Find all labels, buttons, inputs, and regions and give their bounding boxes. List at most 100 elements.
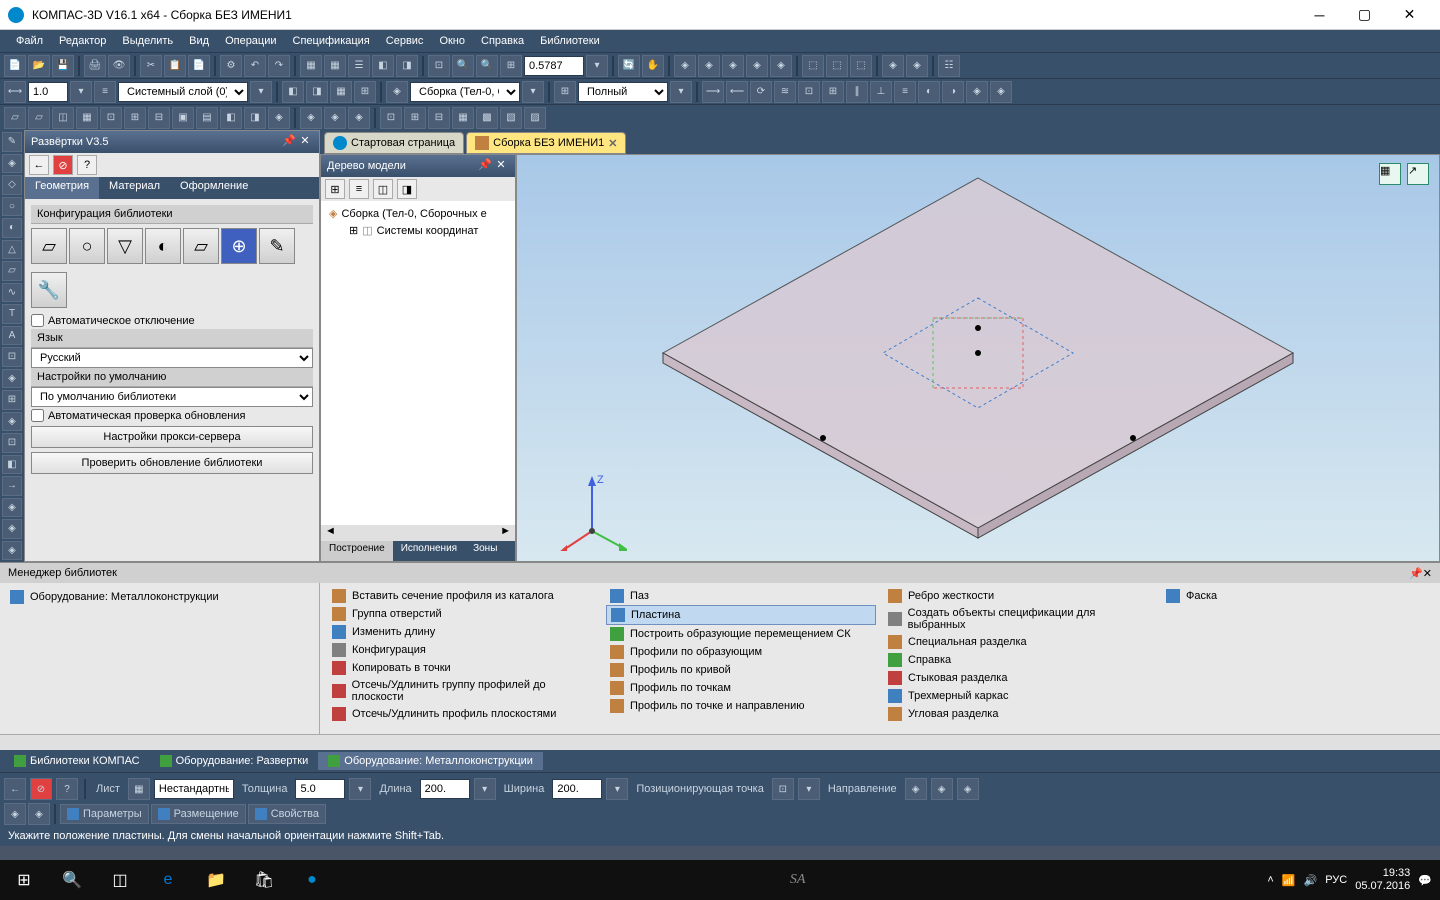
tb2-btn-a8[interactable]: ⊥: [870, 81, 892, 103]
tb3-btn-15[interactable]: ◈: [348, 107, 370, 129]
tb2-btn-a7[interactable]: ∥: [846, 81, 868, 103]
tree-close-button[interactable]: ✕: [493, 158, 509, 174]
tb2-btn-a6[interactable]: ⊞: [822, 81, 844, 103]
tree-btn-1[interactable]: ⊞: [325, 179, 345, 199]
tb3-btn-22[interactable]: ▨: [524, 107, 546, 129]
lm-item[interactable]: Отсечь/Удлинить профиль плоскостями: [328, 705, 598, 723]
tb3-btn-2[interactable]: ▱: [28, 107, 50, 129]
sheet-icon-button[interactable]: ▦: [128, 778, 150, 800]
tb3-btn-11[interactable]: ◨: [244, 107, 266, 129]
thickness-spinner[interactable]: ▾: [349, 778, 371, 800]
tb2-btn-b4[interactable]: ◈: [990, 81, 1012, 103]
tb2-btn-5[interactable]: ◧: [282, 81, 304, 103]
lm-item[interactable]: Ребро жесткости: [884, 587, 1154, 605]
tb2-btn-a5[interactable]: ⊡: [798, 81, 820, 103]
ext-btn-2[interactable]: ⬚: [826, 55, 848, 77]
lm-item[interactable]: Отсечь/Удлинить группу профилей до плоск…: [328, 677, 598, 705]
vtb-btn-16[interactable]: ◧: [2, 455, 22, 475]
lm-item[interactable]: Изменить длину: [328, 623, 598, 641]
vtb-btn-12[interactable]: ◈: [2, 369, 22, 389]
tab-executions[interactable]: Исполнения: [393, 541, 465, 561]
width-input[interactable]: [552, 779, 602, 799]
pos-point-drop[interactable]: ▾: [798, 778, 820, 800]
tb2-btn-2[interactable]: ▾: [70, 81, 92, 103]
tab-geometry[interactable]: Геометрия: [25, 177, 99, 199]
redo-button[interactable]: ↷: [268, 55, 290, 77]
zoom-in-button[interactable]: 🔍: [452, 55, 474, 77]
ext-btn-5[interactable]: ◈: [906, 55, 928, 77]
lib-tab-sweeps[interactable]: Оборудование: Развертки: [150, 752, 319, 770]
vtb-btn-2[interactable]: ◈: [2, 154, 22, 174]
pos-point-button[interactable]: ⊡: [772, 778, 794, 800]
vtb-btn-15[interactable]: ⊡: [2, 433, 22, 453]
tb3-btn-17[interactable]: ⊞: [404, 107, 426, 129]
vtb-btn-7[interactable]: ▱: [2, 261, 22, 281]
pan-button[interactable]: ✋: [642, 55, 664, 77]
vtb-btn-3[interactable]: ◇: [2, 175, 22, 195]
menu-editor[interactable]: Редактор: [51, 32, 114, 50]
tb2-btn-3[interactable]: ≡: [94, 81, 116, 103]
maximize-button[interactable]: ▢: [1342, 0, 1387, 30]
edge-button[interactable]: e: [144, 860, 192, 900]
taskview-button[interactable]: ◫: [96, 860, 144, 900]
vtb-btn-1[interactable]: ✎: [2, 132, 22, 152]
doc-tab-assembly[interactable]: Сборка БЕЗ ИМЕНИ1 ✕: [466, 132, 626, 154]
dir-btn-3[interactable]: ◈: [957, 778, 979, 800]
vtb-btn-4[interactable]: ○: [2, 197, 22, 217]
sweep-back-button[interactable]: ←: [29, 155, 49, 175]
tab-params[interactable]: Параметры: [60, 804, 149, 824]
tb3-btn-13[interactable]: ◈: [300, 107, 322, 129]
close-button[interactable]: ✕: [1387, 0, 1432, 30]
length-input[interactable]: [420, 779, 470, 799]
tab-placement[interactable]: Размещение: [151, 804, 246, 824]
new-button[interactable]: 📄: [4, 55, 26, 77]
preview-button[interactable]: 👁: [108, 55, 130, 77]
auto-check-checkbox[interactable]: [31, 409, 44, 422]
zoom-out-button[interactable]: 🔍: [476, 55, 498, 77]
vtb-btn-9[interactable]: T: [2, 304, 22, 324]
menu-spec[interactable]: Спецификация: [285, 32, 378, 50]
cut-button[interactable]: ✂: [140, 55, 162, 77]
tb2-btn-6[interactable]: ◨: [306, 81, 328, 103]
tree-scrollbar[interactable]: ◄ ►: [321, 525, 515, 541]
props-r2-btn-1[interactable]: ◈: [4, 803, 26, 825]
config-icon-5[interactable]: ▱: [183, 228, 219, 264]
kompas-taskbar-button[interactable]: ●: [288, 860, 336, 900]
auto-off-checkbox[interactable]: [31, 314, 44, 327]
menu-select[interactable]: Выделить: [114, 32, 181, 50]
tray-chevron[interactable]: ˄: [1267, 874, 1273, 886]
lm-item-selected[interactable]: Пластина: [606, 605, 876, 625]
tb3-btn-18[interactable]: ⊟: [428, 107, 450, 129]
check-update-button[interactable]: Проверить обновление библиотеки: [31, 452, 313, 474]
menu-window[interactable]: Окно: [431, 32, 473, 50]
lib-tab-metal[interactable]: Оборудование: Металлоконструкции: [318, 752, 543, 770]
tb2-btn-9[interactable]: ◈: [386, 81, 408, 103]
tray-notifications-icon[interactable]: 💬: [1418, 874, 1432, 887]
proxy-button[interactable]: Настройки прокси-сервера: [31, 426, 313, 448]
tb2-btn-a3[interactable]: ⟳: [750, 81, 772, 103]
lm-item[interactable]: Профиль по кривой: [606, 661, 876, 679]
lm-item[interactable]: Группа отверстий: [328, 605, 598, 623]
tb2-btn-a9[interactable]: ≡: [894, 81, 916, 103]
tb2-btn-10[interactable]: ▾: [522, 81, 544, 103]
properties-button[interactable]: ⚙: [220, 55, 242, 77]
tb-btn-3[interactable]: ☰: [348, 55, 370, 77]
open-button[interactable]: 📂: [28, 55, 50, 77]
view-btn-1[interactable]: ◈: [674, 55, 696, 77]
tb3-btn-6[interactable]: ⊞: [124, 107, 146, 129]
width-spinner[interactable]: ▾: [606, 778, 628, 800]
tb3-btn-20[interactable]: ▩: [476, 107, 498, 129]
tb3-btn-10[interactable]: ◧: [220, 107, 242, 129]
viewport-axis-icon[interactable]: ↗: [1407, 163, 1429, 185]
props-help-button[interactable]: ?: [56, 778, 78, 800]
print-button[interactable]: 🖨: [84, 55, 106, 77]
sheet-type-input[interactable]: [154, 779, 234, 799]
tb2-btn-b1[interactable]: ◐: [918, 81, 940, 103]
config-icon-2[interactable]: ○: [69, 228, 105, 264]
tb3-btn-19[interactable]: ▦: [452, 107, 474, 129]
view-btn-5[interactable]: ◈: [770, 55, 792, 77]
vtb-btn-5[interactable]: ◐: [2, 218, 22, 238]
zoom-fit-button[interactable]: ⊡: [428, 55, 450, 77]
tb3-btn-8[interactable]: ▣: [172, 107, 194, 129]
dir-btn-2[interactable]: ◈: [931, 778, 953, 800]
